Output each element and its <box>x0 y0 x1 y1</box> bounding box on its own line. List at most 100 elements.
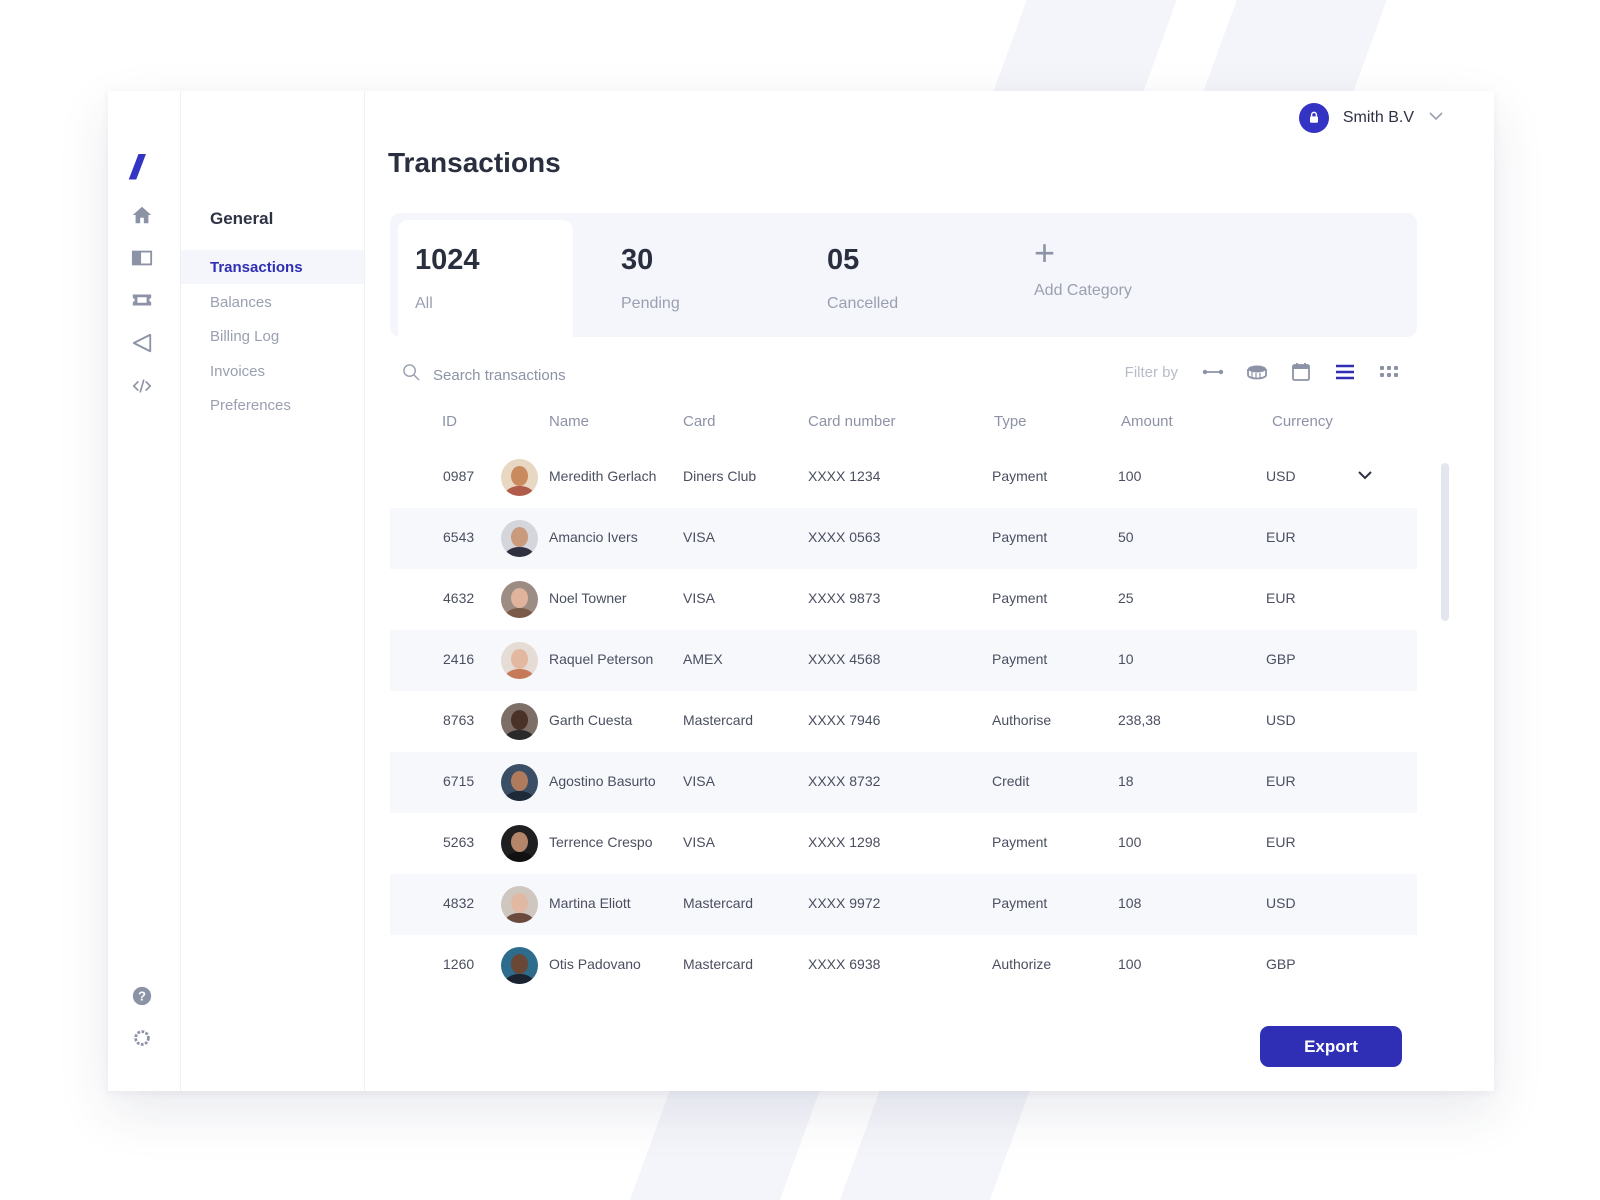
avatar-body <box>505 791 534 801</box>
calendar-filter-icon[interactable] <box>1290 361 1312 383</box>
cell-currency: GBP <box>1266 956 1296 972</box>
table-row[interactable]: 2416 Raquel Peterson AMEX XXXX 4568 Payment 1… <box>390 630 1417 691</box>
export-button[interactable]: Export <box>1260 1026 1402 1067</box>
cell-id: 5263 <box>443 834 475 850</box>
cell-card: VISA <box>683 590 715 606</box>
main-content: Smith B.V Transactions 1024 All 30 Pendi… <box>365 91 1494 1091</box>
stat-label: Add Category <box>1034 282 1132 299</box>
table-scrollbar[interactable] <box>1441 463 1449 993</box>
table-row[interactable]: 1260 Otis Padovano Mastercard XXXX 6938 Auth… <box>390 935 1417 996</box>
cell-currency: EUR <box>1266 590 1296 606</box>
transactions-table: ID Name Card Card number Type Amount Cur… <box>390 403 1449 1073</box>
subnav-item-transactions[interactable]: Transactions <box>181 250 364 284</box>
cell-id: 1260 <box>443 956 475 972</box>
cell-id: 4632 <box>443 590 475 606</box>
table-row[interactable]: 6543 Amancio Ivers VISA XXXX 0563 Payment 50 E… <box>390 508 1417 569</box>
table-row[interactable]: 8763 Garth Cuesta Mastercard XXXX 7946 Autho… <box>390 691 1417 752</box>
avatar-face <box>511 649 528 669</box>
column-header-id: ID <box>442 413 457 430</box>
list-view-icon[interactable] <box>1334 361 1356 383</box>
coins-filter-icon[interactable] <box>1246 361 1268 383</box>
column-header-card-number: Card number <box>808 413 896 430</box>
avatar-body <box>505 974 534 984</box>
cell-type: Payment <box>992 590 1048 606</box>
avatar-face <box>511 466 528 486</box>
background-stripe <box>839 1090 1031 1200</box>
user-avatar-icon <box>1298 103 1329 133</box>
scrollbar-thumb[interactable] <box>1441 463 1449 621</box>
cell-id: 0987 <box>443 468 475 484</box>
help-icon[interactable]: ? <box>130 984 154 1008</box>
cell-type: Credit <box>992 773 1030 789</box>
cell-id: 4832 <box>443 895 475 911</box>
cell-amount: 238,38 <box>1118 712 1161 728</box>
avatar-face <box>511 832 528 852</box>
table-row[interactable]: 5263 Terrence Crespo VISA XXXX 1298 Payment 1… <box>390 813 1417 874</box>
cell-type: Payment <box>992 529 1048 545</box>
table-row[interactable]: 6715 Agostino Basurto VISA XXXX 8732 Credit 1… <box>390 752 1417 813</box>
cell-card-number: XXXX 8732 <box>808 773 881 789</box>
settings-icon[interactable] <box>130 1026 154 1050</box>
cell-card-number: XXXX 7946 <box>808 712 881 728</box>
cell-id: 6715 <box>443 773 475 789</box>
table-row[interactable]: 4632 Noel Towner VISA XXXX 9873 Payment 25 EUR <box>390 569 1417 630</box>
cell-card-number: XXXX 1234 <box>808 468 881 484</box>
expand-row-chevron-icon[interactable] <box>1355 465 1375 488</box>
subnav-title: General <box>210 209 274 228</box>
chevron-down-icon <box>1428 108 1444 129</box>
stat-label: Pending <box>621 295 680 312</box>
cell-card-number: XXXX 9972 <box>808 895 881 911</box>
avatar <box>501 947 538 984</box>
search-icon <box>402 363 421 387</box>
cell-currency: EUR <box>1266 834 1296 850</box>
cell-currency: GBP <box>1266 651 1296 667</box>
app-window: // ? General Transactions Balances Billi… <box>108 91 1494 1091</box>
ticket-icon[interactable] <box>130 288 154 312</box>
cell-type: Payment <box>992 834 1048 850</box>
add-category-button[interactable]: + Add Category <box>1017 220 1192 337</box>
range-filter-icon[interactable] <box>1202 361 1224 383</box>
home-icon[interactable] <box>130 203 154 227</box>
table-row[interactable]: 4832 Martina Eliott Mastercard XXXX 9972 Pay… <box>390 874 1417 935</box>
cell-name: Amancio Ivers <box>549 529 638 545</box>
table-row[interactable]: 0987 Meredith Gerlach Diners Club XXXX 1234… <box>390 447 1417 508</box>
stats-panel: 1024 All 30 Pending 05 Cancelled + Add C… <box>390 213 1417 337</box>
avatar-body <box>505 913 534 923</box>
avatar-face <box>511 893 528 913</box>
cell-card: VISA <box>683 834 715 850</box>
stat-tab-all[interactable]: 1024 All <box>398 220 573 337</box>
cell-card-number: XXXX 1298 <box>808 834 881 850</box>
subnav-item-invoices[interactable]: Invoices <box>210 362 266 380</box>
grid-view-icon[interactable] <box>1378 361 1400 383</box>
subnav-item-billing-log[interactable]: Billing Log <box>210 327 280 345</box>
table-body: 0987 Meredith Gerlach Diners Club XXXX 1234… <box>390 447 1417 996</box>
cell-name: Noel Towner <box>549 590 627 606</box>
stat-tab-cancelled[interactable]: 05 Cancelled <box>810 220 985 337</box>
user-menu[interactable]: Smith B.V <box>1298 103 1444 133</box>
table-header: ID Name Card Card number Type Amount Cur… <box>390 403 1417 443</box>
cell-type: Authorise <box>992 712 1052 728</box>
column-header-name: Name <box>549 413 590 430</box>
cell-name: Terrence Crespo <box>549 834 653 850</box>
cell-card: Diners Club <box>683 468 757 484</box>
subnav-item-balances[interactable]: Balances <box>210 293 272 311</box>
subnav-item-preferences[interactable]: Preferences <box>210 396 291 414</box>
avatar-face <box>511 771 528 791</box>
code-icon[interactable] <box>130 374 154 398</box>
cell-type: Payment <box>992 468 1048 484</box>
cell-currency: USD <box>1266 895 1296 911</box>
column-header-amount: Amount <box>1121 413 1173 430</box>
cell-currency: USD <box>1266 712 1296 728</box>
cell-name: Agostino Basurto <box>549 773 656 789</box>
cell-amount: 10 <box>1118 651 1134 667</box>
send-icon[interactable] <box>130 331 154 355</box>
stat-tab-pending[interactable]: 30 Pending <box>604 220 779 337</box>
stat-label: Cancelled <box>827 295 899 312</box>
panel-icon[interactable] <box>130 246 154 270</box>
avatar <box>501 459 538 496</box>
cell-id: 8763 <box>443 712 475 728</box>
avatar <box>501 764 538 801</box>
stat-value: 05 <box>827 244 860 276</box>
search-input[interactable] <box>433 366 693 384</box>
avatar <box>501 581 538 618</box>
